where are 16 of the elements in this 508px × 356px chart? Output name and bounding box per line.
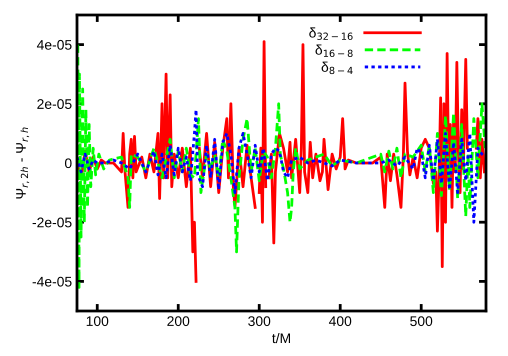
- x-tick-label: 300: [248, 316, 270, 326]
- y-tick-label: -2e-05: [32, 218, 72, 228]
- x-tick-label: 500: [410, 316, 432, 326]
- y-tick-label: -4e-05: [32, 276, 72, 287]
- legend-label: δ$_{8−4}$: [322, 62, 353, 74]
- y-tick-label: 2e-05: [37, 99, 72, 109]
- y-axis-title: Ψ$_{r,2h}$ - Ψ$_{r,h}$: [16, 128, 30, 199]
- x-tick-label: 400: [328, 316, 352, 326]
- y-tick-label: 4e-05: [36, 40, 72, 50]
- x-axis-title: t/M: [272, 332, 290, 344]
- x-tick-label: 200: [167, 316, 190, 326]
- line-series: [77, 108, 486, 224]
- legend-label: δ$_{32−16}$: [309, 27, 353, 40]
- legend-label: δ$_{16−8}$: [315, 44, 353, 58]
- x-tick-label: 100: [86, 316, 108, 326]
- y-tick-label: 0: [64, 158, 72, 168]
